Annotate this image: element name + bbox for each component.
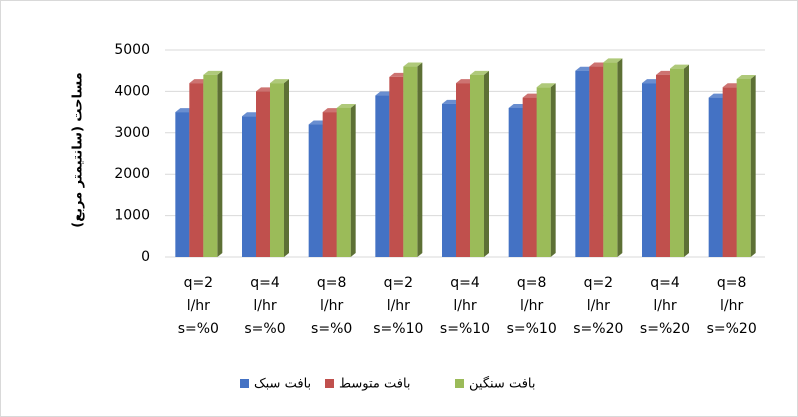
- x-tick-label: l/hr: [187, 298, 210, 314]
- bar: [189, 83, 204, 258]
- bar-top: [270, 79, 289, 84]
- bar: [708, 97, 723, 257]
- bar: [256, 91, 270, 258]
- legend-swatch: [240, 379, 249, 388]
- y-tick-label: 4000: [114, 83, 150, 99]
- bar: [242, 116, 256, 258]
- bar-side: [617, 58, 623, 257]
- bar: [603, 62, 618, 257]
- bar-top: [536, 83, 556, 88]
- x-tick-label: l/hr: [720, 298, 743, 314]
- x-tick-label: s=%20: [707, 321, 757, 337]
- legend-label: بافت سنگین: [469, 376, 536, 392]
- x-tick-label: q=8: [317, 275, 347, 291]
- bar-top: [403, 62, 423, 67]
- bar-side: [350, 103, 356, 258]
- bar: [642, 83, 656, 258]
- bar: [536, 87, 551, 257]
- bar: [736, 78, 751, 257]
- x-tick-label: s=%0: [244, 321, 285, 337]
- bar: [308, 124, 323, 258]
- bar-side: [484, 70, 489, 257]
- legend-label: بافت سبک: [254, 377, 311, 392]
- x-tick-label: q=8: [517, 275, 547, 291]
- bar: [336, 107, 351, 258]
- legend-swatch: [325, 379, 334, 388]
- bar-side: [684, 64, 689, 257]
- x-tick-label: l/hr: [653, 298, 676, 314]
- bar: [456, 83, 470, 258]
- bar: [508, 107, 523, 258]
- bar-side: [217, 70, 223, 257]
- bar: [442, 103, 456, 257]
- x-tick-label: l/hr: [453, 298, 476, 314]
- bar: [403, 66, 418, 257]
- bar: [589, 66, 604, 257]
- y-tick-label: 1000: [114, 208, 150, 224]
- bar-top: [736, 74, 756, 79]
- bar-top: [203, 70, 223, 75]
- bar-side: [284, 79, 289, 258]
- bar: [522, 97, 537, 257]
- x-tick-label: l/hr: [253, 298, 276, 314]
- x-tick-label: q=2: [584, 275, 614, 291]
- bar: [722, 87, 737, 257]
- bar-top: [470, 70, 489, 75]
- x-tick-label: s=%20: [640, 321, 690, 337]
- x-tick-label: q=4: [650, 275, 680, 291]
- y-tick-label: 3000: [114, 125, 150, 141]
- bar-side: [417, 62, 423, 258]
- bar-side: [750, 74, 756, 257]
- x-tick-label: q=8: [717, 275, 747, 291]
- x-tick-label: q=2: [384, 275, 414, 291]
- x-tick-label: q=4: [250, 275, 280, 291]
- x-tick-label: s=%10: [373, 321, 423, 337]
- x-tick-label: l/hr: [520, 298, 543, 314]
- y-tick-label: 0: [141, 249, 150, 265]
- x-tick-label: s=%20: [573, 321, 623, 337]
- x-tick-label: q=4: [450, 275, 480, 291]
- x-tick-label: l/hr: [387, 298, 410, 314]
- x-tick-label: s=%0: [311, 321, 352, 337]
- legend-label: بافت متوسط: [339, 377, 411, 392]
- x-tick-label: s=%0: [178, 321, 219, 337]
- bar: [670, 68, 684, 257]
- x-tick-label: s=%10: [507, 321, 557, 337]
- bar-side: [550, 83, 556, 257]
- x-tick-label: l/hr: [587, 298, 610, 314]
- x-tick-label: s=%10: [440, 321, 490, 337]
- bar-top: [336, 103, 356, 108]
- x-tick-label: l/hr: [320, 298, 343, 314]
- legend-swatch: [455, 379, 464, 388]
- y-tick-label: 2000: [114, 166, 150, 182]
- bar: [175, 112, 190, 257]
- y-tick-label: 5000: [114, 42, 150, 58]
- bar: [575, 70, 590, 257]
- bar: [389, 76, 404, 257]
- y-axis-label: مساحت (سانتیمتر مربع): [71, 72, 86, 227]
- bar: [375, 95, 390, 257]
- bar: [656, 74, 670, 257]
- bar: [470, 74, 484, 257]
- bar-top: [603, 58, 623, 63]
- bar: [203, 74, 218, 257]
- bar: [322, 112, 337, 257]
- bar: [270, 83, 284, 258]
- x-tick-label: q=2: [184, 275, 214, 291]
- bar-top: [670, 64, 689, 69]
